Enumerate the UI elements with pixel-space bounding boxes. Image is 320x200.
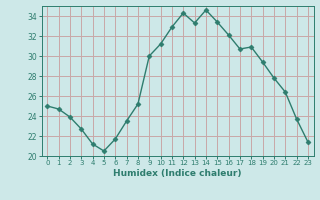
- X-axis label: Humidex (Indice chaleur): Humidex (Indice chaleur): [113, 169, 242, 178]
